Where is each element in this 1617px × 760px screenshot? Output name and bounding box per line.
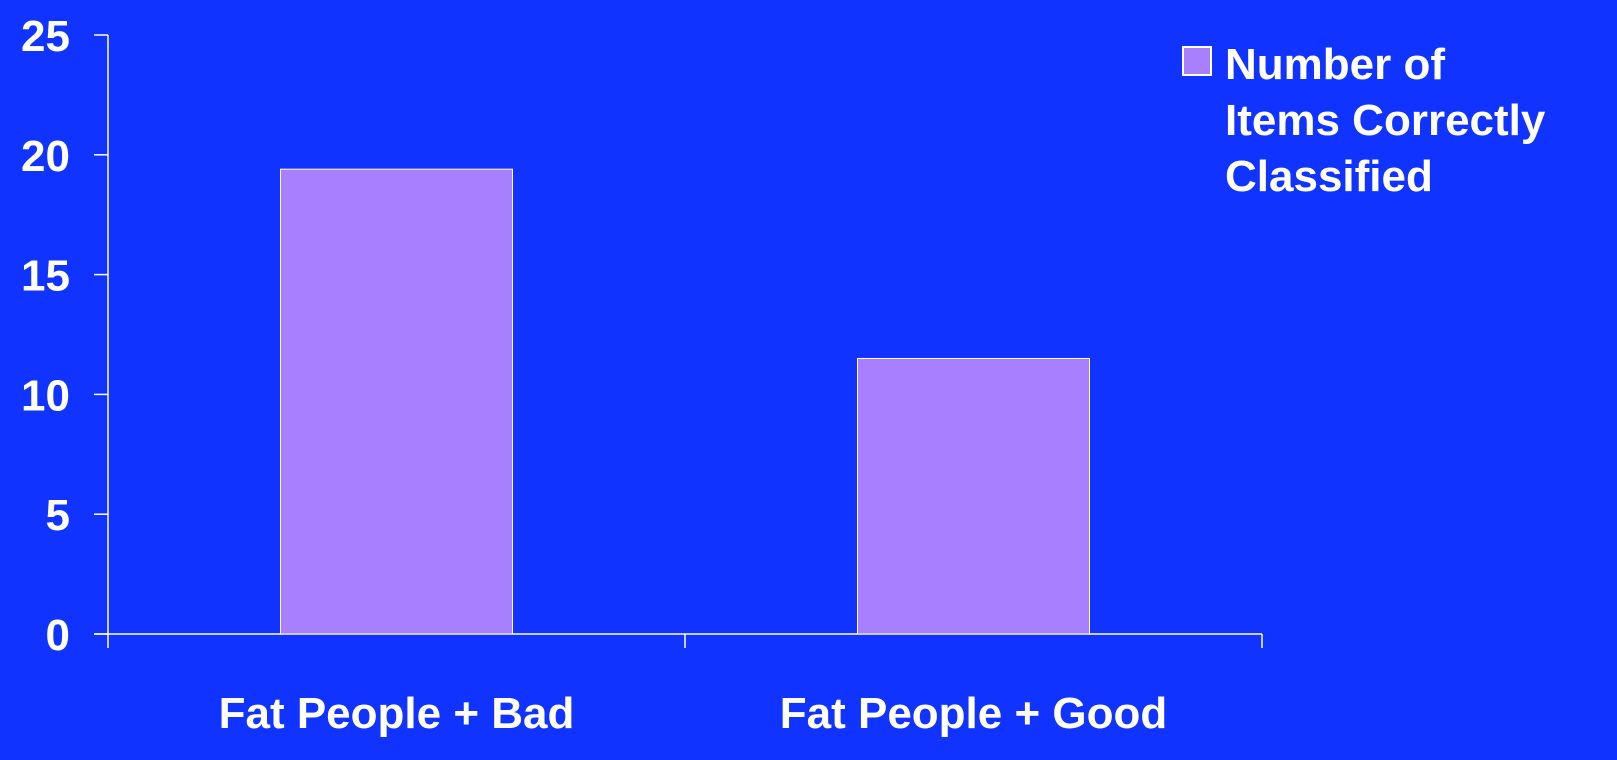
bar <box>280 168 513 635</box>
legend-label: Classified <box>1225 152 1433 201</box>
y-tick-label: 20 <box>21 132 70 181</box>
y-tick-label: 15 <box>21 252 70 301</box>
x-tick-label: Fat People + Bad <box>219 689 575 738</box>
y-tick-label: 25 <box>21 12 70 61</box>
plot-area: 0 5 10 15 20 25 Fat People + Bad Fat People + G… <box>21 12 1263 738</box>
y-tick-label: 10 <box>21 371 70 420</box>
bar <box>857 357 1090 635</box>
legend-label: Items Correctly <box>1225 96 1546 145</box>
legend-swatch <box>1182 46 1212 76</box>
legend: Number of Items Correctly Classified <box>1182 40 1546 201</box>
y-tick-label: 5 <box>46 491 70 540</box>
legend-label: Number of <box>1225 40 1445 89</box>
x-tick-label: Fat People + Good <box>780 689 1168 738</box>
y-tick-label: 0 <box>46 611 70 660</box>
